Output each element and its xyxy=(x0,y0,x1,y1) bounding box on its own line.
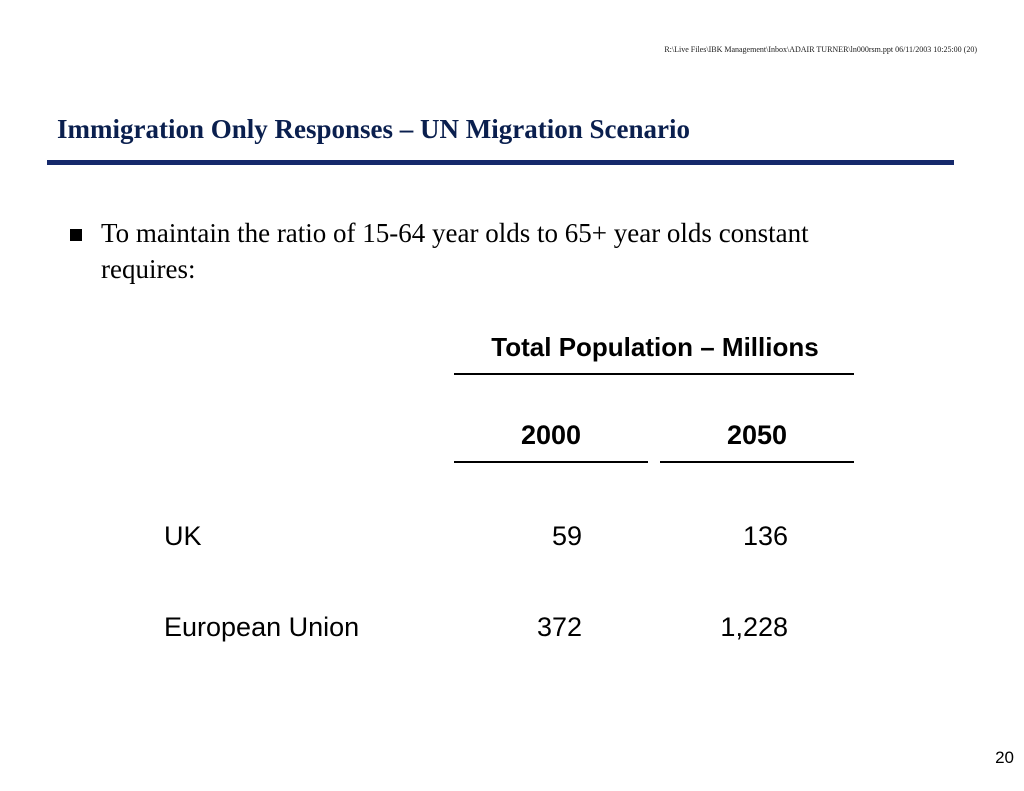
file-path-text: R:\Live Files\IBK Management\Inbox\ADAIR… xyxy=(664,45,977,54)
cell-uk-2050: 136 xyxy=(742,521,788,551)
column-rule-2050 xyxy=(660,461,854,463)
row-label-uk: UK xyxy=(164,521,202,551)
slide-title: Immigration Only Responses – UN Migratio… xyxy=(57,114,690,144)
row-label-eu: European Union xyxy=(164,612,360,642)
bullet-text: To maintain the ratio of 15-64 year olds… xyxy=(101,218,809,284)
cell-eu-2050: 1,228 xyxy=(720,612,788,642)
cell-uk-2000: 59 xyxy=(551,521,582,551)
cell-eu-2000: 372 xyxy=(536,612,582,642)
column-rule-2000 xyxy=(454,461,648,463)
table-header-rule xyxy=(454,373,854,375)
column-header-2000: 2000 xyxy=(520,420,582,450)
table-header: Total Population – Millions xyxy=(491,332,819,362)
title-underline xyxy=(47,160,954,165)
square-bullet-icon xyxy=(70,229,82,241)
column-header-2050: 2050 xyxy=(726,420,788,450)
page-number: 20 xyxy=(995,748,1014,767)
